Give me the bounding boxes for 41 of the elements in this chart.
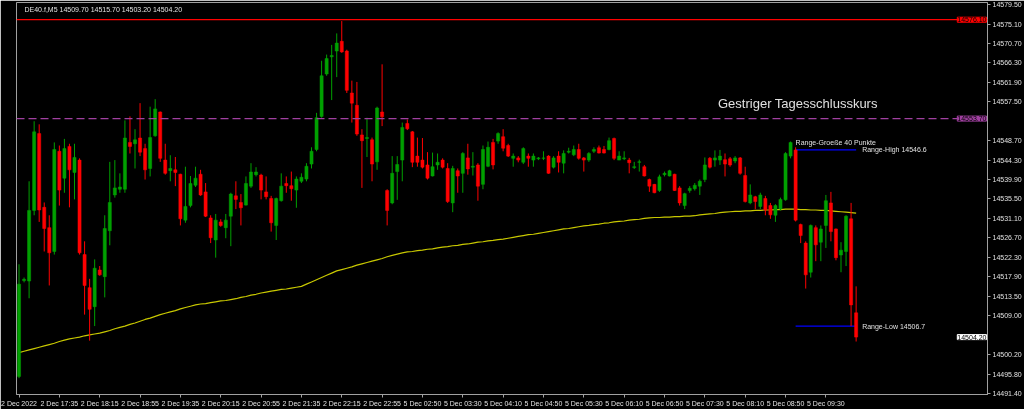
candlestick: [460, 151, 465, 194]
candlestick: [173, 156, 178, 187]
candlestick: [334, 32, 339, 78]
candlestick: [476, 162, 480, 202]
candlestick: [264, 175, 268, 200]
candlestick: [491, 138, 495, 170]
candlestick: [229, 192, 233, 247]
candlestick: [324, 54, 329, 77]
candlestick: [168, 154, 173, 182]
candlestick: [128, 115, 132, 154]
candlestick: [223, 213, 228, 239]
candlestick: [819, 224, 823, 262]
candlestick: [259, 173, 263, 200]
candlestick: [592, 146, 596, 154]
candlestick: [385, 188, 389, 226]
candlestick: [546, 154, 551, 175]
candlestick: [329, 44, 334, 101]
candlestick: [239, 193, 243, 226]
candlestick: [213, 213, 218, 259]
candlestick: [813, 224, 818, 262]
candlestick: [67, 143, 72, 208]
candlestick: [703, 156, 707, 183]
candlestick: [309, 146, 314, 169]
candlestick: [395, 155, 400, 201]
candlestick: [133, 128, 137, 169]
candlestick: [556, 150, 561, 173]
candlestick: [72, 143, 77, 200]
candlestick: [87, 278, 92, 342]
candlestick: [471, 151, 475, 177]
candlestick: [380, 63, 384, 127]
candlestick: [350, 80, 354, 124]
annotation: Gestriger Tagesschlusskurs: [718, 95, 878, 111]
candlestick: [365, 117, 369, 158]
candlestick: [430, 152, 435, 177]
candlestick: [208, 214, 213, 244]
candlestick: [455, 167, 460, 194]
candlestick: [466, 143, 470, 176]
candlestick: [163, 143, 168, 176]
candlestick: [561, 149, 566, 174]
candlestick: [183, 166, 188, 224]
candlestick: [234, 180, 238, 210]
